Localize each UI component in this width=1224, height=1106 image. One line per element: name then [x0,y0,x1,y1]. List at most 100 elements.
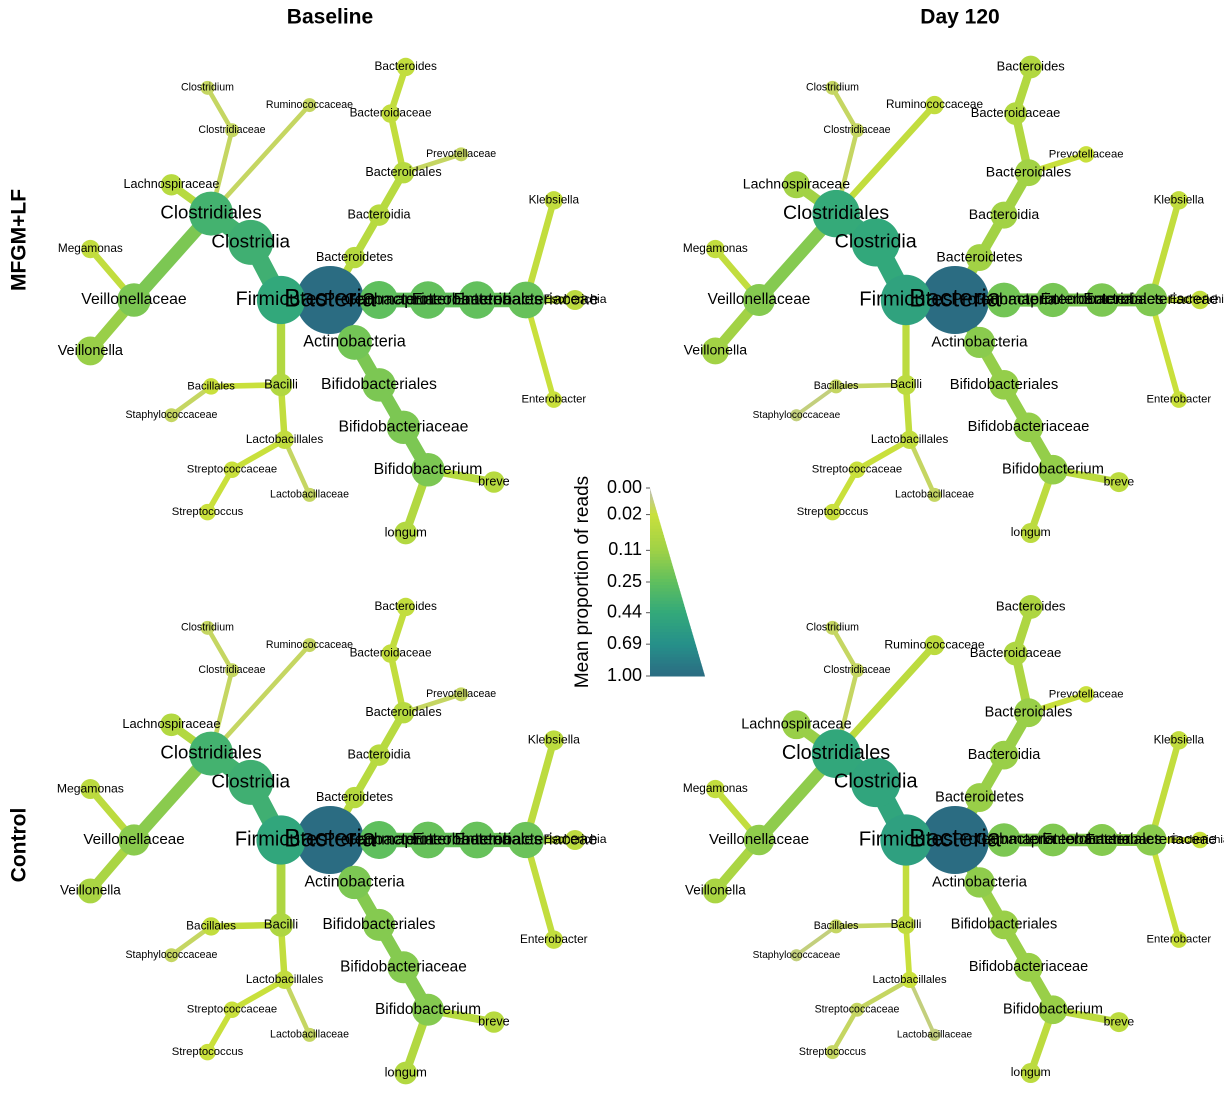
column-title: Baseline [287,6,373,29]
node-label: Veillonellaceae [81,291,187,308]
legend-swatch [650,544,667,548]
node-label: Streptococcaceae [815,1004,900,1016]
legend-swatch [650,532,664,536]
node-label: Bifidobacteriaceae [969,959,1088,975]
node-label: Prevotellaceae [426,148,496,160]
legend-swatch [650,541,667,545]
legend-swatch [650,585,679,589]
legend-swatch [650,491,652,495]
legend-title: Mean proportion of reads [572,476,593,688]
tree-edge [910,980,935,1035]
node-label: longum [385,1064,427,1079]
legend-tick-label: 0.00 [607,477,642,497]
legend-swatch [650,648,698,652]
node-label: Veillonellaceae [708,291,811,308]
legend-swatch [650,507,656,511]
legend-swatch [650,667,703,671]
node-label: Bacteroidetes [935,789,1024,805]
column-title: Day 120 [920,6,999,29]
legend-swatch [650,588,680,592]
node-label: Actinobacteria [304,874,404,891]
node-label: Streptococcus [799,1046,866,1058]
node-label: Clostridia [211,231,290,252]
node-label: Clostridiaceae [198,664,265,676]
node-label: Bacilli [264,916,299,931]
node-label: Megamonas [58,241,123,255]
node-label: Bacteroidia [347,747,410,761]
node-label: Prevotellaceae [1049,148,1124,160]
node-label: Bacteroides [375,59,437,73]
legend-swatch [650,560,672,564]
node-label: Streptococcus [172,1046,244,1058]
legend-swatch [650,557,671,561]
legend-swatch [650,657,700,661]
legend-swatch [650,595,682,599]
legend-swatch [650,673,705,677]
node-label: Megamonas [683,781,748,795]
node-label: Staphylococcaceae [753,410,841,421]
legend-swatch [650,610,687,614]
legend-swatch [650,654,700,658]
node-label: Firmicutes [859,288,953,310]
legend-tick-label: 0.25 [607,571,642,591]
legend-swatch [650,516,659,520]
node-label: Bifidobacteriales [950,377,1059,393]
legend-swatch [650,501,655,505]
legend-tick-label: 0.02 [607,503,642,523]
node-label: Actinobacteria [303,333,406,351]
node-label: Lactobacillaceae [895,489,974,501]
node-label: Bifidobacteriaceae [340,958,467,975]
node-label: Bacteroidales [986,163,1071,179]
figure: Baseline Day 120 MFGM+LF Control Mean pr… [0,0,1224,1106]
node-label: Bifidobacteriaceae [339,418,469,435]
node-label: Bacteroidetes [316,790,393,804]
node-label: Bacteroidetes [316,250,393,264]
legend-tick-label: 0.11 [608,539,642,559]
node-label: Lachnospiraceae [743,176,851,192]
node-label: Enterobacter [520,932,588,946]
node-label: breve [1104,474,1135,488]
legend-swatch [650,591,681,595]
legend-swatch [650,607,686,611]
node-label: Streptococcus [172,506,244,518]
node-label: Bacteroidaceae [970,645,1062,660]
node-label: breve [478,1014,510,1028]
node-label: Klebsiella [529,192,580,206]
legend-swatch [650,623,690,627]
node-label: Firmicutes [235,828,327,850]
node-label: Bacteroidia [969,206,1040,222]
node-label: Clostridia [834,771,919,793]
node-label: Lachnospiraceae [123,177,219,191]
legend-swatch [650,551,669,555]
node-label: Clostridium [181,82,234,94]
legend-swatch [650,497,654,501]
node-label: Lachnospiraceae [122,716,220,731]
node-label: Veillonellaceae [83,831,184,848]
node-label: Clostridiales [782,742,890,764]
node-label: Staphylococcaceae [125,409,217,421]
node-label: Bifidobacterium [1003,1002,1103,1018]
node-label: Bifidobacterium [375,1001,481,1018]
legend-swatch [650,554,670,558]
node-label: Bacilli [891,917,922,931]
legend-swatch [650,604,685,608]
legend-swatch [650,626,691,630]
node-label: Actinobacteria [932,873,1028,890]
legend-swatch [650,548,668,552]
legend-swatch [650,510,657,514]
node-label: Clostridium [181,622,234,634]
node-label: Clostridiales [783,202,889,224]
legend-swatch [650,526,662,530]
legend-swatch [650,573,676,577]
legend-swatch [650,598,683,602]
node-label: longum [1011,525,1051,539]
legend-swatch [650,620,689,624]
node-label: Lactobacillales [246,972,323,986]
node-label: Bacillales [814,380,859,392]
node-label: Veillonella [58,343,124,359]
node-label: Enterobacter [521,394,586,406]
legend-swatch [650,529,663,533]
node-label: Streptococcaceae [187,464,277,476]
node-label: Escherichia [544,292,607,306]
legend-swatch [650,632,693,636]
